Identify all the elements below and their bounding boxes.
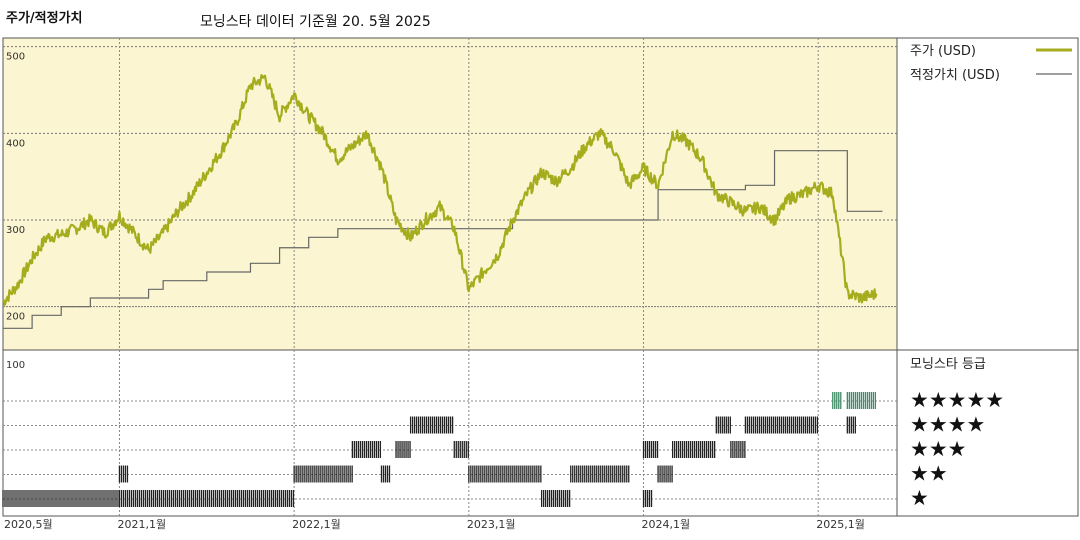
rating-bar [570, 465, 630, 483]
legend-fair-label: 적정가치 (USD) [910, 68, 1000, 83]
y-tick-label: 300 [6, 225, 25, 236]
legend-price-label: 주가 (USD) [910, 44, 976, 59]
rating-bar [351, 441, 382, 458]
price-line [2, 74, 878, 306]
rating-level-label: ★★★★ [910, 413, 985, 437]
rating-bar [409, 416, 454, 434]
legend-panel [896, 37, 1079, 517]
rating-bar [730, 441, 746, 458]
rating-bar [118, 465, 129, 483]
rating-level-label: ★★★★★ [910, 388, 1004, 412]
x-tick-label: 2021,1월 [117, 518, 166, 531]
rating-bar [118, 490, 295, 507]
y-tick-label: 200 [6, 312, 25, 323]
rating-y-tick-label: 100 [6, 360, 25, 371]
rating-bar [832, 392, 842, 409]
rating-bar [846, 392, 876, 409]
fair-value-line [3, 150, 883, 329]
x-tick-label: 2022,1월 [292, 518, 341, 531]
x-tick-label: 2020,5월 [4, 518, 53, 531]
y-tick-label: 500 [6, 52, 25, 63]
rating-bar [453, 441, 469, 458]
rating-bar [2, 490, 120, 507]
rating-bar [671, 441, 716, 458]
chart-title: 주가/적정가치 [6, 11, 83, 26]
x-tick-label: 2025,1월 [816, 518, 865, 531]
rating-bar [744, 416, 819, 434]
rating-bar [380, 465, 391, 483]
chart-subtitle: 모닝스타 데이터 기준월 20. 5월 2025 [200, 14, 431, 30]
rating-bar [468, 465, 542, 483]
rating-bar [540, 490, 571, 507]
rating-bar [395, 441, 411, 458]
rating-level-label: ★★ [910, 462, 948, 486]
rating-bar [642, 441, 659, 458]
rating-bar [293, 465, 353, 483]
price-panel [2, 37, 898, 351]
rating-level-label: ★ [910, 486, 929, 510]
rating-bar [642, 490, 653, 507]
rating-bar [657, 465, 673, 483]
rating-bar [715, 416, 731, 434]
rating-bar [846, 416, 856, 434]
x-tick-label: 2023,1월 [467, 518, 516, 531]
x-tick-label: 2024,1월 [642, 518, 691, 531]
rating-level-label: ★★★ [910, 437, 966, 461]
rating-title: 모닝스타 등급 [910, 357, 986, 372]
y-tick-label: 400 [6, 138, 25, 149]
